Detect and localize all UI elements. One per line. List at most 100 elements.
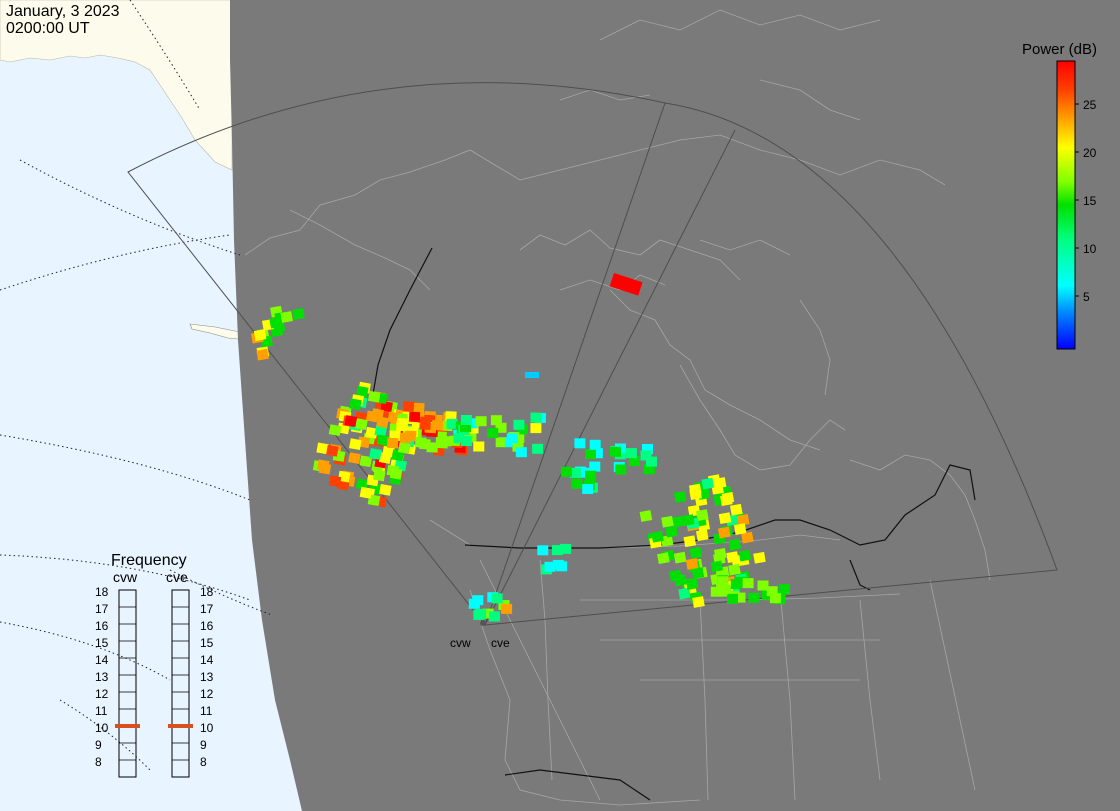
backscatter-cell bbox=[701, 477, 715, 490]
backscatter-cells bbox=[250, 273, 790, 622]
backscatter-cell bbox=[657, 552, 670, 565]
backscatter-cell bbox=[475, 416, 487, 427]
backscatter-cell bbox=[710, 560, 724, 573]
freq-tick: 14 bbox=[95, 653, 109, 667]
backscatter-cell bbox=[349, 438, 362, 451]
backscatter-cell bbox=[671, 515, 685, 528]
backscatter-cell bbox=[685, 578, 699, 591]
freq-tick: 12 bbox=[200, 687, 214, 701]
backscatter-cell bbox=[367, 390, 381, 403]
backscatter-cell bbox=[482, 608, 494, 619]
backscatter-cell bbox=[537, 545, 549, 556]
backscatter-cell bbox=[692, 596, 705, 608]
backscatter-cell bbox=[367, 494, 381, 507]
colorbar: Power (dB) 25 20 15 10 5 bbox=[1022, 41, 1097, 350]
colorbar-tick: 20 bbox=[1083, 146, 1097, 160]
backscatter-cell bbox=[269, 316, 282, 329]
backscatter-cell bbox=[491, 593, 503, 604]
backscatter-cell bbox=[726, 551, 739, 563]
backscatter-cell bbox=[665, 525, 678, 538]
backscatter-cell bbox=[695, 509, 709, 521]
backscatter-cell bbox=[431, 419, 444, 431]
backscatter-cell bbox=[544, 561, 556, 572]
backscatter-cell bbox=[404, 430, 417, 442]
backscatter-cell bbox=[472, 595, 484, 606]
backscatter-cell bbox=[766, 586, 778, 597]
backscatter-cell bbox=[589, 461, 601, 472]
backscatter-cell bbox=[711, 482, 724, 495]
backscatter-cell bbox=[379, 484, 392, 496]
backscatter-cell bbox=[414, 437, 427, 448]
backscatter-cell bbox=[574, 438, 586, 449]
backscatter-cell bbox=[389, 467, 403, 480]
backscatter-cell bbox=[532, 443, 544, 454]
freq-tick: 17 bbox=[200, 602, 214, 616]
backscatter-cell bbox=[651, 530, 664, 543]
freq-tick: 18 bbox=[200, 585, 214, 599]
backscatter-cell bbox=[569, 467, 581, 478]
night-shade bbox=[230, 0, 1120, 811]
backscatter-cell bbox=[717, 576, 729, 587]
backscatter-cell bbox=[778, 584, 790, 595]
backscatter-cell bbox=[673, 491, 687, 503]
graticule bbox=[0, 0, 273, 771]
freq-tick: 11 bbox=[200, 704, 213, 718]
backscatter-cell bbox=[642, 444, 653, 454]
backscatter-cell bbox=[487, 427, 499, 438]
backscatter-cell bbox=[625, 448, 637, 459]
colorbar-tick: 15 bbox=[1083, 194, 1097, 208]
freq-tick: 16 bbox=[95, 619, 109, 633]
backscatter-cell bbox=[396, 420, 408, 432]
backscatter-cell bbox=[673, 574, 687, 587]
freq-tick: 13 bbox=[200, 670, 214, 684]
backscatter-cell bbox=[639, 510, 653, 522]
backscatter-cell bbox=[689, 546, 703, 559]
backscatter-cell bbox=[678, 587, 691, 600]
freq-tick: 10 bbox=[95, 721, 109, 735]
backscatter-cell bbox=[402, 401, 415, 412]
backscatter-cell bbox=[348, 452, 361, 464]
backscatter-cell bbox=[646, 456, 657, 467]
freq-column-cve bbox=[171, 589, 190, 778]
backscatter-cell bbox=[571, 478, 583, 489]
backscatter-cell bbox=[757, 580, 769, 591]
backscatter-cell bbox=[386, 437, 399, 449]
backscatter-cell bbox=[318, 462, 332, 475]
backscatter-cell bbox=[466, 418, 478, 429]
freq-tick: 15 bbox=[200, 636, 214, 650]
backscatter-cell bbox=[328, 424, 342, 437]
freq-tick: 8 bbox=[95, 755, 102, 769]
backscatter-cell bbox=[490, 415, 502, 426]
fov-outlines bbox=[127, 82, 1058, 627]
backscatter-cell bbox=[280, 311, 293, 323]
freq-tick: 16 bbox=[200, 619, 214, 633]
freq-tick: 9 bbox=[95, 738, 102, 752]
backscatter-cell bbox=[582, 484, 594, 494]
backscatter-cell bbox=[728, 563, 741, 576]
backscatter-cell bbox=[728, 538, 742, 551]
backscatter-cell bbox=[741, 531, 754, 544]
backscatter-cell bbox=[730, 503, 743, 516]
freq-tick: 12 bbox=[95, 687, 109, 701]
backscatter-cell bbox=[530, 412, 542, 423]
backscatter-cell bbox=[640, 450, 652, 461]
backscatter-cell bbox=[488, 611, 500, 622]
backscatter-cell bbox=[695, 529, 709, 542]
backscatter-cell bbox=[292, 308, 305, 320]
backscatter-cell bbox=[609, 273, 643, 296]
freq-marker-cve bbox=[168, 724, 193, 728]
coastlines bbox=[244, 9, 991, 806]
backscatter-cell bbox=[589, 439, 601, 450]
boundaries bbox=[371, 247, 976, 801]
freq-tick: 14 bbox=[200, 653, 214, 667]
backscatter-cell bbox=[753, 551, 766, 564]
colorbar-scale bbox=[1056, 60, 1076, 350]
backscatter-cell bbox=[683, 535, 697, 548]
backscatter-cell bbox=[359, 486, 373, 499]
freq-tick: 10 bbox=[200, 721, 214, 735]
backscatter-cell bbox=[718, 526, 731, 539]
backscatter-cell bbox=[730, 579, 742, 590]
backscatter-cell bbox=[475, 608, 487, 619]
backscatter-cell bbox=[560, 543, 572, 554]
freq-label-cve: cve bbox=[166, 569, 188, 585]
